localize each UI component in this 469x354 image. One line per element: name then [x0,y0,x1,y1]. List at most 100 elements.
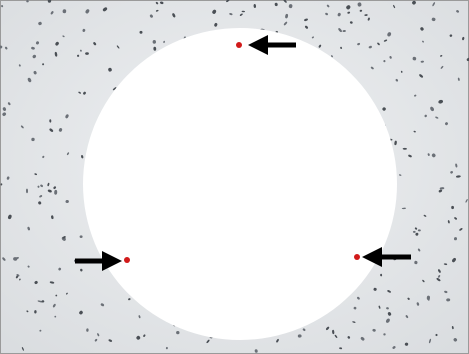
speckle [83,91,86,95]
speckle [49,281,55,284]
speckle [456,10,460,13]
speckle [452,257,456,263]
speckle [82,28,86,32]
speckle [27,265,30,268]
speckle [81,155,84,159]
speckle [400,70,403,73]
speckle [39,195,43,198]
speckle [342,29,346,33]
speckle [359,9,363,12]
speckle [128,298,131,301]
speckle [163,40,165,44]
speckle [283,0,287,3]
speckle [455,163,458,168]
speckle [139,30,143,34]
speckle [206,339,210,344]
speckle [79,235,83,239]
speckle [352,321,356,323]
speckle [331,55,333,58]
speckle [395,78,399,82]
speckle [212,9,217,14]
speckle [65,292,68,295]
speckle [447,220,450,224]
speckle [340,46,343,49]
speckle [431,17,436,22]
speckle [85,52,89,55]
speckle [55,41,59,46]
speckle [465,198,468,203]
speckle [302,328,306,331]
speckle [49,128,54,132]
speckle [392,346,396,349]
speckle [176,330,180,335]
speckle [15,275,19,279]
speckle [353,306,357,310]
speckle [462,36,465,41]
red-dot [124,257,130,263]
speckle [423,214,427,217]
speckle [13,257,18,261]
speckle [404,342,409,346]
speckle [108,339,113,342]
red-dot [236,42,242,48]
speckle [53,186,57,190]
speckle [79,49,82,52]
speckle [453,237,458,241]
speckle [38,21,42,26]
speckle [443,263,448,266]
speckle [100,303,105,307]
speckle [438,275,441,278]
speckle [394,140,397,146]
speckle [47,182,50,187]
speckle [26,310,29,313]
speckle [47,0,52,3]
speckle [334,334,338,338]
speckle [153,46,157,51]
speckle [26,0,29,3]
speckle [112,87,117,91]
speckle [428,338,432,344]
speckle [62,236,66,239]
speckle [7,214,12,220]
speckle [332,329,335,335]
speckle [370,66,374,70]
speckle [97,333,100,337]
speckle [385,318,390,323]
speckle [422,279,425,283]
speckle [318,44,322,48]
speckle [285,13,289,19]
speckle [387,32,392,37]
speckle [380,273,383,277]
speckle [138,315,141,319]
speckle [20,125,24,129]
speckle [382,107,386,111]
speckle [42,63,45,66]
speckle [31,137,35,142]
speckle [27,226,30,231]
speckle [65,199,69,204]
speckle [451,326,454,330]
speckle [412,56,417,61]
speckle [412,230,416,233]
speckle [417,248,421,252]
speckle [398,174,402,176]
speckle [0,45,3,49]
speckle [357,42,361,46]
speckle [364,14,368,17]
speckle [58,267,62,271]
speckle [80,268,83,272]
speckle [78,91,82,94]
speckle [419,74,424,78]
speckle [4,46,8,50]
speckle [304,25,309,29]
speckle [357,2,362,7]
speckle [438,99,444,104]
speckle [6,176,10,180]
speckle [454,217,458,220]
speckle [155,1,159,5]
speckle [38,201,42,205]
speckle [7,102,11,106]
speckle [405,315,409,319]
speckle [346,5,351,10]
